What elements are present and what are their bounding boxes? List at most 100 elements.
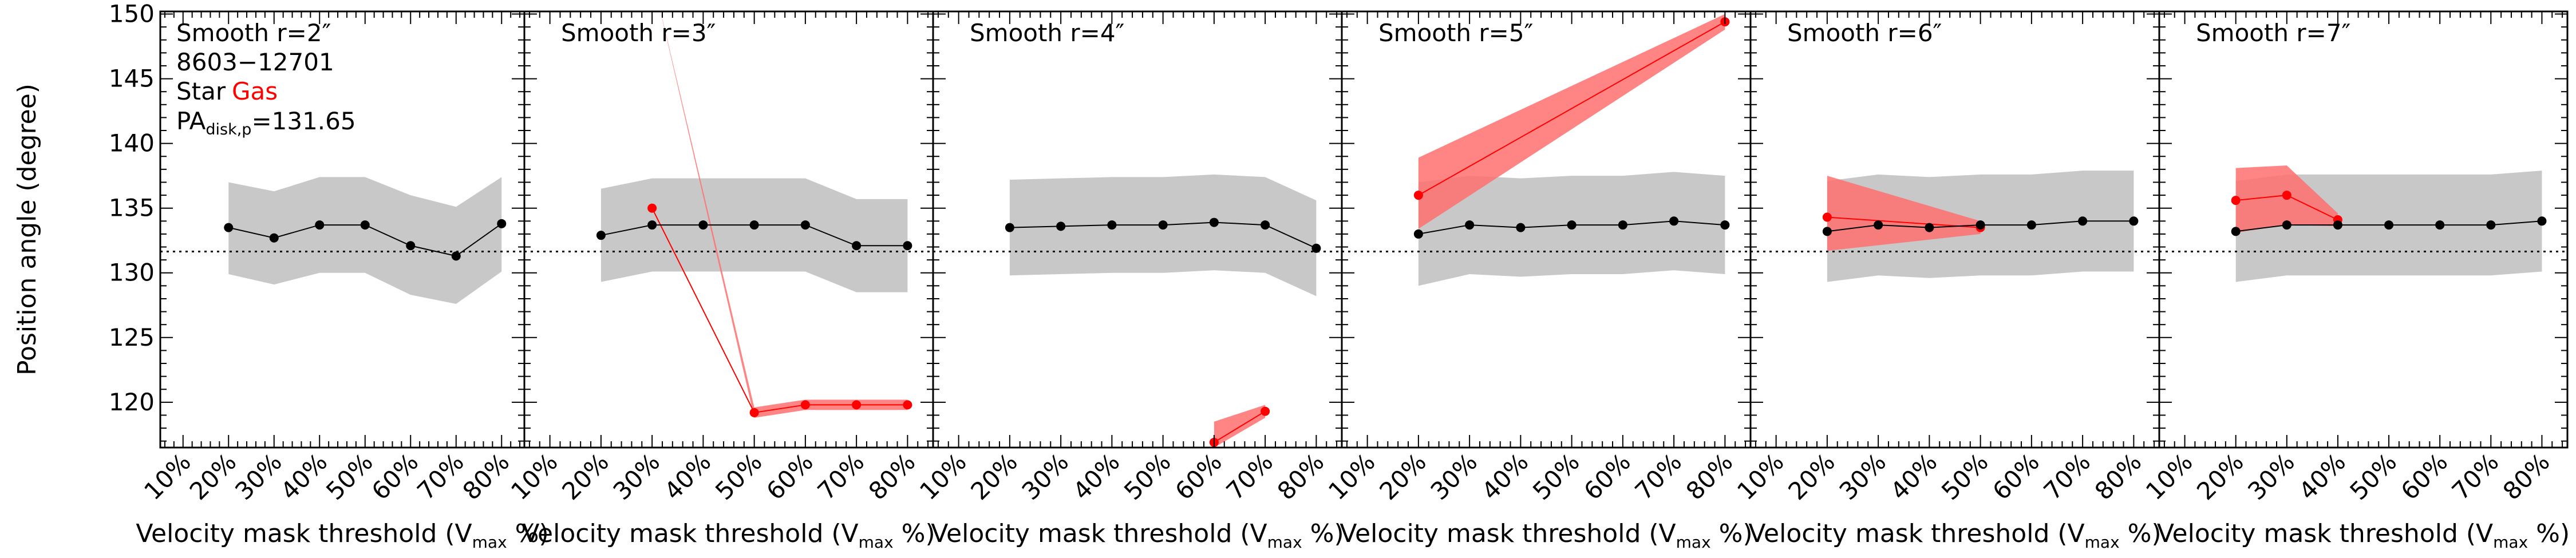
panels: 12012513013514014515010%20%30%40%50%60%7… [109, 0, 2569, 505]
x-tick-label: 70% [1221, 448, 1279, 505]
star-point [2129, 216, 2139, 226]
gas-uncertainty-band [1418, 14, 1725, 229]
x-tick-label: 80% [1272, 448, 1330, 505]
star-uncertainty-band [228, 177, 502, 304]
x-axis-label-sub: max [859, 533, 894, 552]
gas-series-line [1214, 410, 1266, 443]
star-point [1465, 220, 1475, 230]
star-point [1516, 223, 1526, 232]
gas-uncertainty-band [1827, 176, 1981, 251]
x-tick-label: 70% [412, 448, 469, 505]
star-point [2282, 220, 2291, 230]
x-tick-label: 60% [761, 448, 819, 505]
x-tick-label: 10% [2140, 448, 2198, 505]
star-point [406, 241, 416, 251]
x-tick-label: 50% [321, 448, 378, 505]
star-point [1669, 216, 1679, 226]
panel-0: 120 125 130 135 140 145 150 10%20%30%40%50%60%7… [109, 0, 526, 505]
gas-point [2231, 196, 2241, 205]
x-axis-label-main: Velocity mask threshold (V [2157, 519, 2493, 548]
star-point [2078, 216, 2088, 226]
y-tick-label: 135 [109, 194, 155, 222]
x-tick-label: 70% [2038, 448, 2096, 505]
star-point [852, 241, 862, 251]
panel-3-plot-area [1342, 14, 1751, 286]
panel-5-title: Smooth r=7″ [2196, 19, 2350, 47]
star-point [1567, 220, 1577, 230]
star-point [1311, 243, 1321, 253]
info-legend: Smooth r=2″ 8603−12701 Star Gas PAdisk,p… [176, 19, 356, 138]
x-axis-label-sub: max [1267, 533, 1302, 552]
x-tick-label: 20% [1783, 448, 1840, 505]
x-axis-label-panel-5: Velocity mask threshold (Vmax %) [2157, 519, 2570, 552]
x-tick-label: 80% [863, 448, 921, 505]
star-point [1822, 227, 1832, 236]
pa-sub: disk,p [206, 121, 251, 138]
x-axis-label-panel-2: Velocity mask threshold (Vmax %) [931, 519, 1344, 552]
x-tick-label: 30% [2242, 448, 2300, 505]
star-point [1107, 220, 1117, 230]
x-axis-label-sub: max [472, 533, 507, 552]
x-axis-label-tail: %) [894, 519, 935, 548]
x-axis-labels: Velocity mask threshold (Vmax %)Velocity… [136, 519, 2570, 552]
x-tick-label: 10% [139, 448, 196, 505]
y-tick-label: 120 [109, 388, 155, 416]
x-tick-label: 40% [1068, 448, 1125, 505]
x-tick-label: 50% [1527, 448, 1585, 505]
gas-point [1261, 406, 1270, 416]
star-uncertainty-band [600, 178, 908, 292]
x-tick-label: 80% [1681, 448, 1739, 505]
x-axis-label-panel-4: Velocity mask threshold (Vmax %) [1748, 519, 2161, 552]
star-point [224, 223, 234, 232]
star-point [1158, 220, 1168, 230]
star-point [698, 220, 708, 230]
x-tick-label: 80% [2089, 448, 2147, 505]
panel-1-title: Smooth r=3″ [561, 19, 716, 47]
gas-point [903, 400, 912, 410]
y-axis-label: Position angle (degree) [13, 84, 42, 375]
x-tick-label: 40% [1885, 448, 1943, 505]
x-tick-label: 10% [1323, 448, 1381, 505]
star-point [1005, 223, 1014, 232]
star-point [1261, 220, 1270, 230]
legend-star: Star [176, 77, 226, 105]
star-point [1720, 220, 1730, 230]
x-tick-label: 30% [230, 448, 287, 505]
galaxy-id: 8603−12701 [176, 48, 334, 76]
x-tick-label: 10% [914, 448, 972, 505]
x-axis-label-main: Velocity mask threshold (V [522, 519, 858, 548]
x-tick-label: 70% [2447, 448, 2504, 505]
star-point [2026, 220, 2036, 230]
x-axis-label-main: Velocity mask threshold (V [136, 519, 472, 548]
legend-gas: Gas [232, 77, 278, 105]
star-point [2435, 220, 2445, 230]
x-tick-label: 10% [505, 448, 563, 505]
x-axis-label-main: Velocity mask threshold (V [1748, 519, 2084, 548]
star-point [451, 251, 461, 261]
x-tick-label: 20% [556, 448, 614, 505]
star-point [647, 220, 657, 230]
y-tick-label: 140 [109, 129, 155, 157]
x-tick-label: 50% [1936, 448, 1994, 505]
x-axis-label-tail: %) [2120, 519, 2162, 548]
star-point [2384, 220, 2394, 230]
x-axis-label-tail: %) [1711, 519, 1753, 548]
panel-2-plot-area [933, 174, 1342, 448]
x-tick-label: 40% [2293, 448, 2351, 505]
panel-2: 10%20%30%40%50%60%70%80% [914, 10, 1343, 505]
x-tick-label: 60% [1987, 448, 2045, 505]
x-tick-label: 70% [812, 448, 870, 505]
star-uncertainty-band [1009, 174, 1317, 296]
star-point [2486, 220, 2496, 230]
panel-3: 10%20%30%40%50%60%70%80% [1323, 10, 1752, 505]
pa-value: =131.65 [251, 107, 355, 135]
x-tick-label: 10% [1732, 448, 1789, 505]
star-point [903, 241, 912, 251]
panel-0-title: Smooth r=2″ [176, 19, 331, 47]
gas-point [2282, 191, 2291, 200]
panel-5: 10%20%30%40%50%60%70%80% [2140, 10, 2569, 505]
star-point [315, 220, 325, 230]
x-tick-label: 40% [1476, 448, 1534, 505]
star-point [1413, 229, 1423, 239]
x-tick-label: 20% [1374, 448, 1432, 505]
